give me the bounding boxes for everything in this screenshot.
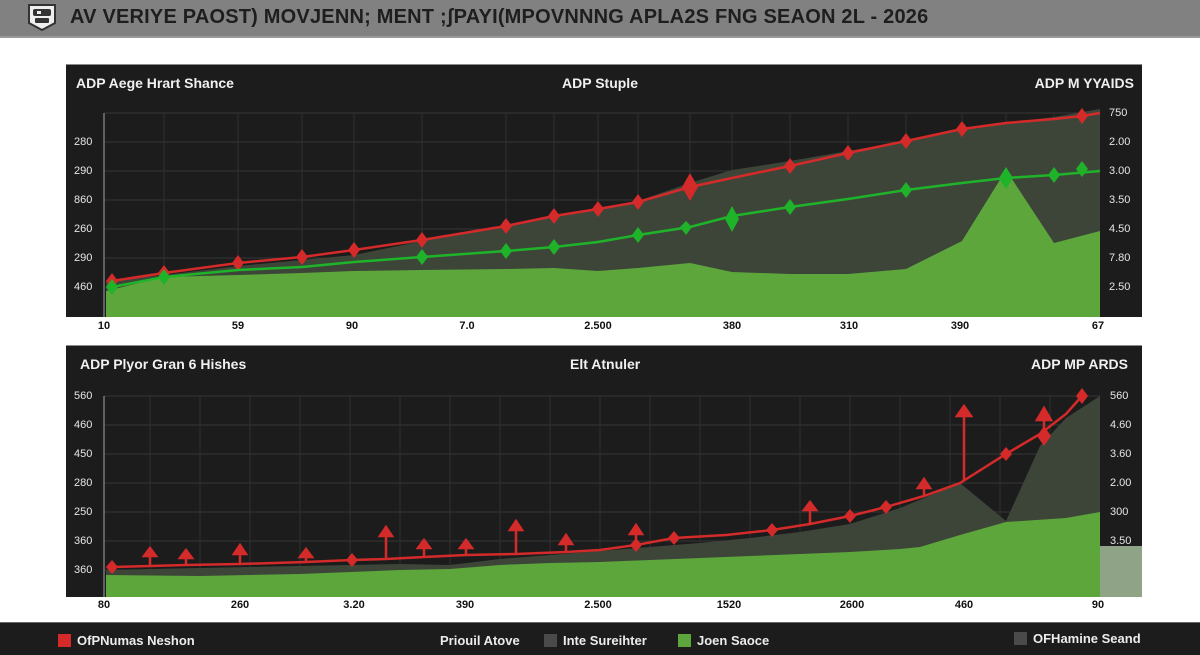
legend-item[interactable]: Inte Sureihter	[544, 632, 647, 648]
x-tick: 3.20	[343, 599, 365, 611]
x-tick: 59	[231, 320, 245, 332]
team-shield-logo-icon	[28, 4, 56, 31]
legend-label: OFHamine Seand	[1033, 630, 1141, 646]
y-tick-right: 4.60	[1110, 419, 1132, 431]
x-tick: 90	[345, 320, 359, 332]
top-chart-panel: ADP Aege Hrart Shance ADP Stuple ADP M Y…	[66, 64, 1142, 317]
x-tick: 90	[1091, 599, 1105, 611]
y-tick-right: 3.50	[1109, 194, 1131, 206]
legend-swatch-red	[58, 633, 71, 647]
top-chart-plot	[103, 108, 1101, 317]
legend-swatch-gray	[1014, 631, 1027, 645]
top-chart-title-right: ADP M YYAIDS	[1034, 75, 1134, 91]
x-tick: 390	[950, 320, 970, 332]
y-tick-right: 4.50	[1109, 223, 1131, 235]
y-tick-right: 750	[1109, 107, 1128, 119]
legend-label: Inte Sureihter	[563, 632, 647, 648]
y-tick-right: 3.50	[1110, 535, 1132, 547]
x-tick: 80	[97, 599, 111, 611]
x-tick: 67	[1091, 320, 1105, 332]
legend-item[interactable]: OFHamine Seand	[1014, 630, 1141, 646]
y-tick-left: 290	[74, 165, 93, 177]
y-tick-left: 250	[74, 506, 93, 518]
y-tick-left: 450	[74, 448, 93, 460]
header-bar: AV VERIYE PAOST) MOVJENN; MENT ;ʃPAYI(MP…	[0, 0, 1200, 38]
y-tick-left: 280	[74, 477, 93, 489]
y-tick-left: 260	[74, 223, 93, 235]
bottom-chart-title-center: Elt Atnuler	[570, 356, 641, 372]
y-tick-left: 460	[74, 281, 93, 293]
x-tick: 10	[97, 320, 111, 332]
x-tick: 2.500	[584, 320, 612, 332]
y-tick-left: 290	[74, 252, 93, 264]
bottom-chart-title-left: ADP Plyor Gran 6 Hishes	[80, 356, 247, 372]
legend-label: Joen Saoce	[697, 632, 770, 648]
y-tick-left: 360	[74, 564, 93, 576]
top-chart-title-center: ADP Stuple	[562, 75, 638, 91]
top-chart-title-left: ADP Aege Hrart Shance	[76, 75, 234, 91]
bottom-chart-title-right: ADP MP ARDS	[1031, 356, 1128, 372]
x-tick: 310	[839, 320, 859, 332]
y-tick-right: 560	[1110, 390, 1129, 402]
y-tick-left: 560	[74, 390, 93, 402]
y-tick-right: 7.80	[1109, 252, 1131, 264]
x-tick: 7.0	[459, 320, 475, 332]
y-tick-right: 300	[1110, 506, 1129, 518]
y-tick-right: 2.50	[1109, 281, 1131, 293]
y-tick-right: 3.00	[1109, 165, 1131, 177]
y-tick-right: 2.00	[1109, 136, 1131, 148]
x-tick: 460	[954, 599, 974, 611]
y-tick-left: 460	[74, 419, 93, 431]
bottom-chart-panel: ADP Plyor Gran 6 Hishes Elt Atnuler ADP …	[66, 345, 1142, 597]
x-tick: 2600	[839, 599, 865, 611]
page-title: AV VERIYE PAOST) MOVJENN; MENT ;ʃPAYI(MP…	[70, 6, 929, 28]
bottom-chart-plot	[103, 388, 1142, 597]
legend-item[interactable]: Joen Saoce	[678, 632, 769, 648]
y-tick-right: 3.60	[1110, 448, 1132, 460]
x-tick: 260	[230, 599, 250, 611]
x-tick: 2.500	[584, 599, 612, 611]
chart-legend: OfPNumas Neshon Priouil Atove Inte Surei…	[0, 622, 1200, 655]
y-tick-left: 360	[74, 535, 93, 547]
x-tick: 390	[455, 599, 475, 611]
y-tick-left: 280	[74, 136, 93, 148]
x-tick: 1520	[716, 599, 742, 611]
y-tick-right: 2.00	[1110, 477, 1132, 489]
x-tick: 380	[722, 320, 742, 332]
legend-swatch-gray	[544, 633, 557, 647]
legend-label: OfPNumas Neshon	[77, 632, 195, 648]
legend-swatch-green	[678, 633, 691, 647]
y-tick-left: 860	[74, 194, 93, 206]
legend-label: Priouil Atove	[440, 632, 520, 648]
legend-item[interactable]: Priouil Atove	[440, 632, 520, 648]
legend-item[interactable]: OfPNumas Neshon	[58, 632, 195, 648]
